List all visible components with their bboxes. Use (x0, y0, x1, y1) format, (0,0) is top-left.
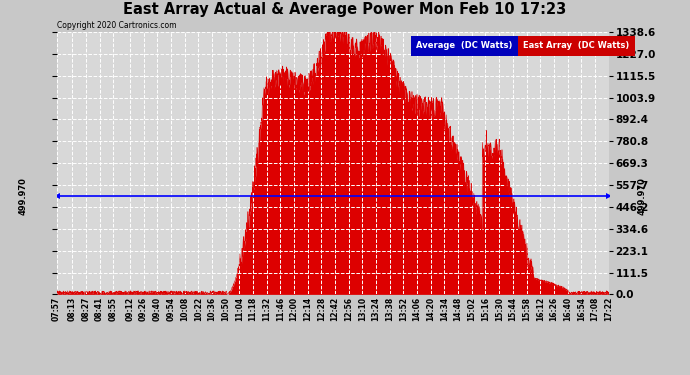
Text: 15:58: 15:58 (522, 297, 531, 321)
Text: 12:28: 12:28 (317, 297, 326, 321)
Text: 08:27: 08:27 (81, 297, 90, 321)
Text: Average  (DC Watts): Average (DC Watts) (416, 42, 512, 51)
Text: 07:57: 07:57 (52, 297, 61, 321)
Text: 14:06: 14:06 (413, 297, 422, 321)
Text: 08:55: 08:55 (109, 297, 118, 321)
Text: 12:42: 12:42 (331, 297, 339, 321)
Text: 09:12: 09:12 (126, 297, 135, 321)
Text: 14:20: 14:20 (426, 297, 435, 321)
Text: 16:40: 16:40 (563, 297, 572, 321)
Text: 15:30: 15:30 (495, 297, 504, 321)
Text: East Array  (DC Watts): East Array (DC Watts) (523, 42, 629, 51)
Text: Copyright 2020 Cartronics.com: Copyright 2020 Cartronics.com (57, 21, 176, 30)
Text: 10:08: 10:08 (180, 297, 189, 321)
Text: 15:16: 15:16 (481, 297, 490, 321)
Text: 499.970: 499.970 (637, 177, 647, 215)
Text: 12:00: 12:00 (290, 297, 299, 321)
Text: 12:56: 12:56 (344, 297, 353, 321)
Text: 13:24: 13:24 (371, 297, 381, 321)
Text: 16:12: 16:12 (535, 297, 544, 321)
Text: 11:04: 11:04 (235, 297, 244, 321)
Text: 13:52: 13:52 (399, 297, 408, 321)
Text: 10:50: 10:50 (221, 297, 230, 321)
Text: 16:54: 16:54 (577, 297, 586, 321)
Text: 08:13: 08:13 (68, 297, 77, 321)
Text: 14:48: 14:48 (453, 297, 462, 321)
Text: 17:08: 17:08 (591, 297, 600, 321)
Text: 08:41: 08:41 (95, 297, 104, 321)
Text: 16:26: 16:26 (549, 297, 558, 321)
Text: 11:46: 11:46 (276, 297, 285, 321)
Text: 09:26: 09:26 (139, 297, 148, 321)
Text: 15:44: 15:44 (509, 297, 518, 321)
Text: East Array Actual & Average Power Mon Feb 10 17:23: East Array Actual & Average Power Mon Fe… (124, 2, 566, 17)
Text: 12:14: 12:14 (303, 297, 312, 321)
Text: 11:32: 11:32 (262, 297, 271, 321)
Text: 13:10: 13:10 (358, 297, 367, 321)
Text: 17:22: 17:22 (604, 297, 613, 321)
Text: 09:54: 09:54 (166, 297, 175, 321)
Text: 13:38: 13:38 (385, 297, 394, 321)
Text: 10:22: 10:22 (194, 297, 203, 321)
Text: 14:34: 14:34 (440, 297, 449, 321)
Text: 499.970: 499.970 (19, 177, 28, 215)
Text: 09:40: 09:40 (152, 297, 161, 321)
Text: 15:02: 15:02 (467, 297, 476, 321)
Text: 10:36: 10:36 (208, 297, 217, 321)
Text: 11:18: 11:18 (248, 297, 257, 321)
